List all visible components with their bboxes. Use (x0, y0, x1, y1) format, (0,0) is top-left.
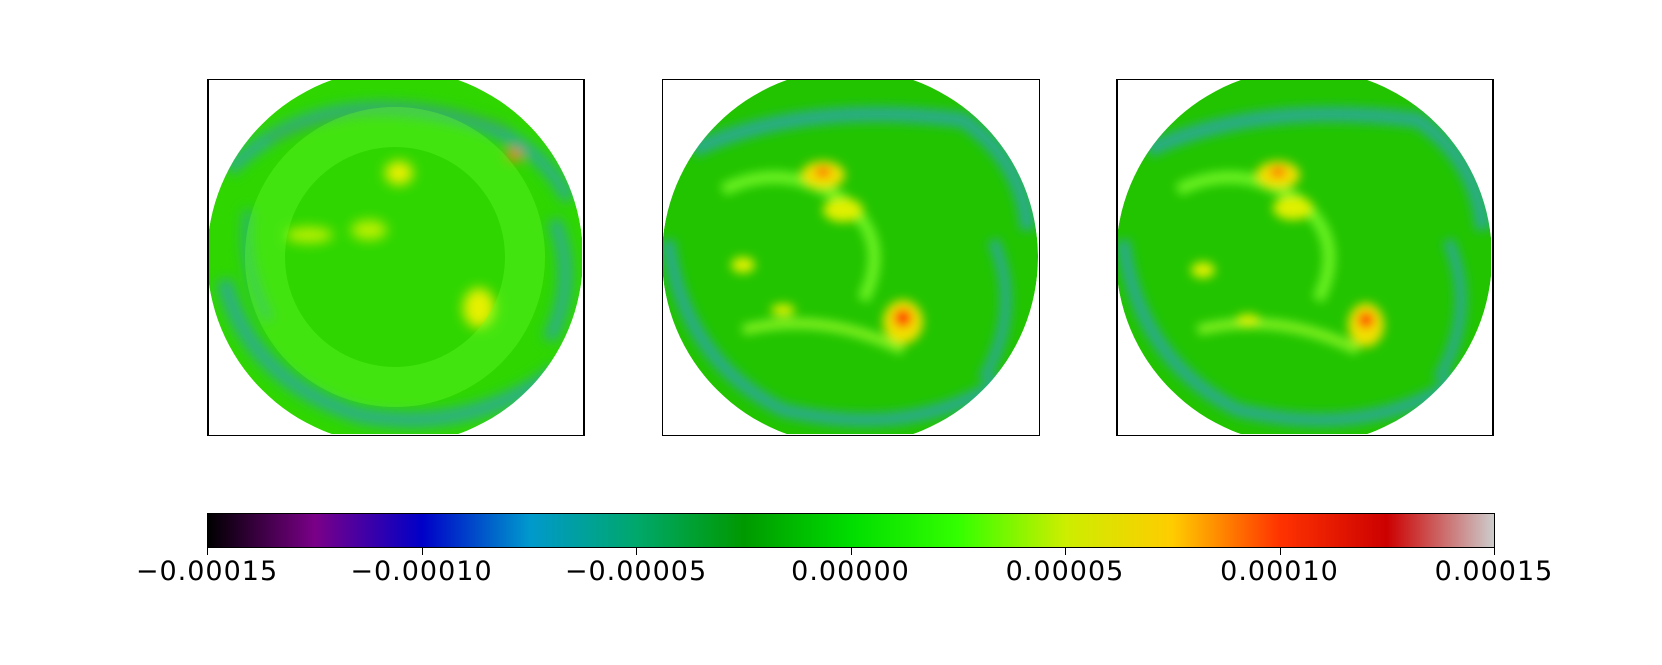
colorbar-tick-mark (421, 548, 423, 555)
colorbar-tick-label: 0.00005 (1005, 556, 1125, 587)
colorbar-tick-label: 0.00000 (791, 556, 910, 587)
colorbar-tick-label: −0.00015 (135, 556, 279, 587)
field-panel-1 (207, 79, 585, 436)
colorbar-tick-label: −0.00005 (564, 556, 708, 587)
colorbar (207, 513, 1495, 548)
colorbar-tick-mark (636, 548, 637, 555)
colorbar-tick-mark (1494, 548, 1495, 555)
vorticity-disk-2 (663, 80, 1038, 434)
colorbar-tick-mark (207, 548, 208, 555)
colorbar-tick-mark (850, 548, 852, 555)
field-panel-2 (662, 79, 1040, 436)
colorbar-tick-label: −0.00010 (350, 556, 493, 587)
vorticity-disk-3 (1118, 80, 1491, 434)
colorbar-tick-label: 0.00010 (1220, 556, 1339, 587)
field-panel-3 (1116, 79, 1494, 436)
vorticity-disk-1 (209, 80, 582, 434)
colorbar-tick-mark (1065, 548, 1066, 555)
colorbar-tick-label: 0.00015 (1434, 556, 1554, 587)
colorbar-tick-mark (1279, 548, 1281, 555)
